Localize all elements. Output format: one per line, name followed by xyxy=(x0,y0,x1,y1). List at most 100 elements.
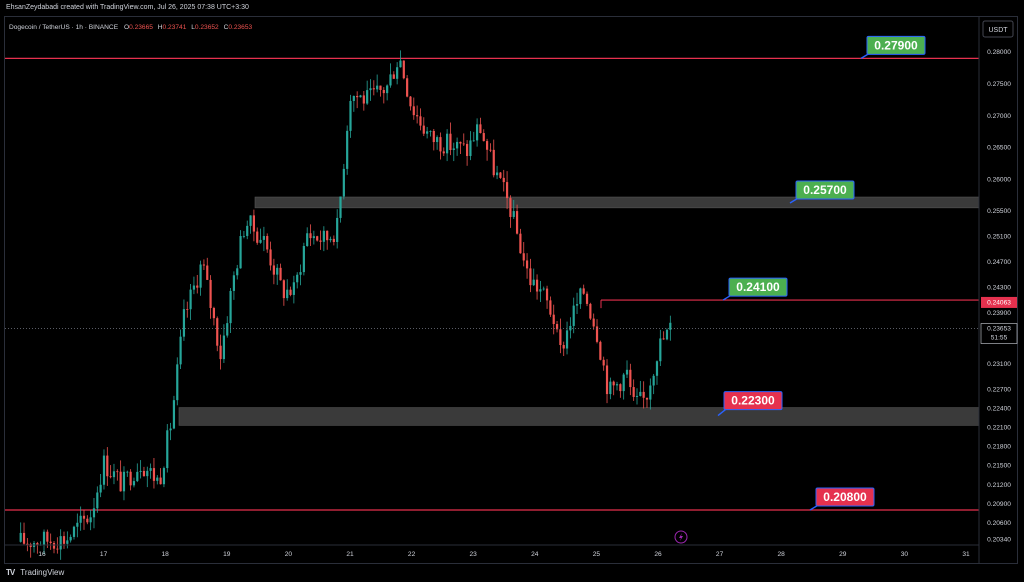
candle-body xyxy=(252,215,255,232)
candle-body xyxy=(515,211,519,234)
candle-body xyxy=(346,130,349,169)
candle-body xyxy=(595,326,599,342)
candle-body xyxy=(446,133,449,154)
candle-body xyxy=(276,267,279,275)
level-tag[interactable] xyxy=(723,391,783,411)
candle-body xyxy=(416,115,419,117)
candle-body xyxy=(242,235,245,237)
candle-body xyxy=(459,141,462,144)
candle-body xyxy=(266,236,269,250)
low-value: 0.23652 xyxy=(195,24,219,31)
candle-body xyxy=(432,130,435,143)
candle-body xyxy=(662,338,665,340)
chart-area[interactable]: 0.27900 0.25700 0.24100 0.22300 0.20800 0.28… xyxy=(4,16,1019,565)
candle-body xyxy=(632,387,635,397)
candle-body xyxy=(282,280,285,299)
candle-body xyxy=(505,182,509,199)
x-tick-label: 30 xyxy=(901,551,909,558)
candle-body xyxy=(645,397,649,400)
candle-body xyxy=(495,172,499,176)
y-tick-label: 0.28000 xyxy=(987,49,1011,56)
candle-body xyxy=(76,522,79,527)
candle-body xyxy=(249,215,252,226)
candle-body xyxy=(162,468,166,485)
candle-body xyxy=(106,455,109,477)
candle-body xyxy=(182,309,186,337)
candle-body xyxy=(665,329,669,340)
candle-body xyxy=(239,236,242,269)
candle-body xyxy=(482,133,485,142)
candle-body xyxy=(605,365,609,395)
candle-body xyxy=(376,85,379,90)
candle-body xyxy=(299,272,302,275)
level-tag-layer[interactable]: 0.27900 0.25700 0.24100 0.22300 0.20800 xyxy=(717,35,926,511)
candle-body xyxy=(469,140,472,156)
candle-body xyxy=(66,540,69,544)
candle-body xyxy=(159,477,162,485)
time-scale[interactable]: 16 17 18 19 20 21 22 23 24 25 26 27 28 29 30 31 xyxy=(38,551,970,558)
candle-body xyxy=(362,95,365,104)
x-tick-label: 28 xyxy=(778,551,786,558)
level-tag[interactable] xyxy=(728,277,788,297)
open-value: 0.23665 xyxy=(129,24,153,31)
candle-body xyxy=(42,531,46,545)
level-tag[interactable] xyxy=(815,487,875,507)
candle-body xyxy=(472,140,475,142)
y-tick-label: 0.21800 xyxy=(987,444,1011,451)
candle-body xyxy=(426,131,429,134)
candle-body xyxy=(619,384,622,392)
y-tick-label: 0.23900 xyxy=(987,310,1011,317)
candle-body xyxy=(206,265,209,280)
chart-credit-text: EhsanZeydabadi created with TradingView.… xyxy=(6,4,249,11)
currency-button[interactable]: USDT xyxy=(982,20,1014,38)
lightning-icon[interactable] xyxy=(674,530,688,544)
open-label: O xyxy=(124,24,129,31)
candle-body xyxy=(452,148,455,151)
candle-body xyxy=(216,318,219,346)
candle-body xyxy=(429,130,432,132)
candle-body xyxy=(92,508,96,518)
x-tick-label: 16 xyxy=(38,551,46,558)
candle-body xyxy=(279,267,282,281)
candle-body xyxy=(359,95,362,98)
candle-body xyxy=(379,85,382,90)
y-tick-label: 0.24300 xyxy=(987,285,1011,292)
candle-body xyxy=(122,471,126,492)
level-tag-label: 0.25700 xyxy=(803,183,847,197)
candle-body xyxy=(222,335,226,360)
alert-price-label[interactable]: 0.24063 xyxy=(981,296,1017,308)
chart-credit-bar: EhsanZeydabadi created with TradingView.… xyxy=(0,0,1024,16)
candle-body xyxy=(539,289,542,292)
candle-body xyxy=(292,282,295,295)
price-chart[interactable]: 0.27900 0.25700 0.24100 0.22300 0.20800 0.28… xyxy=(5,17,1019,565)
candle-body xyxy=(372,88,375,90)
candle-body xyxy=(332,238,335,242)
level-tag[interactable] xyxy=(795,180,855,200)
tradingview-logo[interactable]: TV TradingView xyxy=(6,564,64,582)
candle-body xyxy=(322,230,325,242)
candle-body xyxy=(326,230,329,241)
y-tick-label: 0.22100 xyxy=(987,425,1011,432)
candle-body xyxy=(366,90,369,104)
y-tick-label: 0.20900 xyxy=(987,501,1011,508)
candle-body xyxy=(56,548,59,550)
level-tag-label: 0.27900 xyxy=(874,38,918,52)
level-zone xyxy=(178,407,980,426)
level-tag[interactable] xyxy=(866,35,926,55)
candle-body xyxy=(19,532,22,542)
candle-body xyxy=(382,89,385,94)
candle-body xyxy=(329,238,332,241)
x-tick-label: 19 xyxy=(223,551,231,558)
candle-body xyxy=(219,345,222,360)
y-tick-label: 0.25500 xyxy=(987,208,1011,215)
candle-body xyxy=(112,471,116,478)
high-label: H xyxy=(158,24,163,31)
candle-body xyxy=(142,470,146,477)
candle-body xyxy=(412,106,415,116)
candle-body xyxy=(52,542,56,549)
y-tick-label: 0.20600 xyxy=(987,520,1011,527)
candle-body xyxy=(572,305,575,326)
price-scale[interactable]: 0.28000 0.27500 0.27000 0.26500 0.26000 0.255… xyxy=(987,49,1011,543)
candle-body xyxy=(659,338,662,362)
candle-body xyxy=(96,492,99,509)
